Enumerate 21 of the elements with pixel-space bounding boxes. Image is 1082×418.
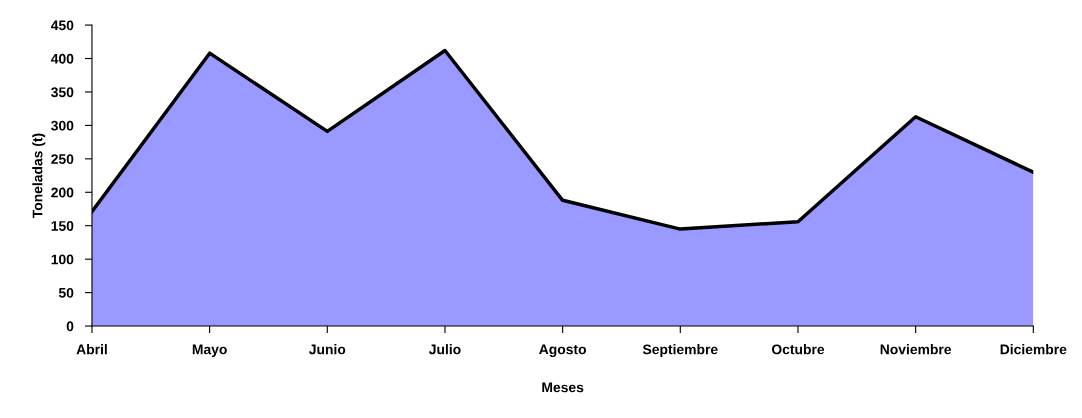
x-tick-label: Junio — [309, 344, 346, 355]
x-tick-label: Noviembre — [880, 344, 952, 355]
y-tick-label: 150 — [51, 221, 74, 231]
x-tick-label: Mayo — [192, 344, 227, 358]
x-tick-label: Agosto — [539, 344, 587, 358]
y-tick-label: 200 — [51, 187, 74, 198]
y-tick-label: 250 — [51, 154, 74, 165]
y-tick-label: 100 — [51, 254, 74, 265]
y-tick-label: 0 — [66, 321, 74, 332]
y-tick-label: 300 — [51, 120, 74, 131]
y-tick-label: 450 — [50, 20, 74, 31]
x-tick-label: Abril — [76, 344, 107, 355]
x-tick-label: Julio — [428, 344, 461, 355]
y-axis-title: Toneladas (t) — [32, 133, 46, 219]
x-axis-title: Meses — [542, 382, 584, 393]
y-tick-label: 350 — [51, 87, 74, 98]
x-tick-label: Octubre — [771, 344, 825, 355]
y-tick-label: 400 — [50, 53, 74, 64]
y-tick-label: 50 — [58, 287, 74, 298]
x-tick-label: Septiembre — [642, 344, 718, 358]
x-tick-label: Diciembre — [1000, 344, 1067, 355]
